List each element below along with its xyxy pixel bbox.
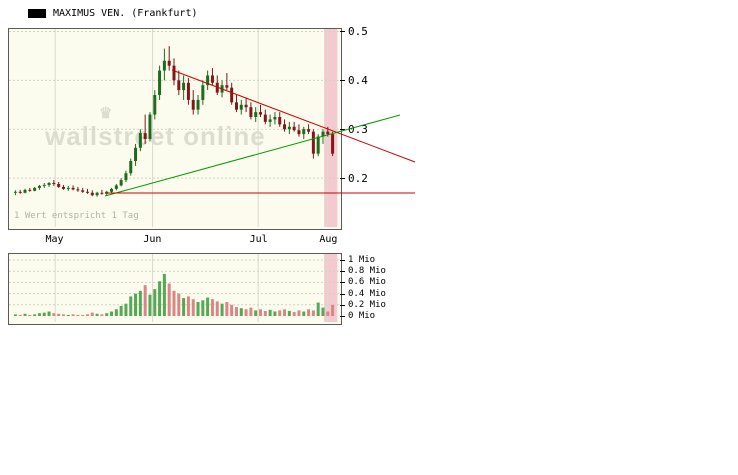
price-axis-tick <box>340 31 345 33</box>
month-axis-label: Aug <box>319 234 338 245</box>
month-axis-label: Jun <box>143 234 162 245</box>
volume-axis-tick <box>340 282 345 284</box>
legend-color-swatch <box>28 9 46 18</box>
instrument-title: MAXIMUS VEN. (Frankfurt) <box>53 8 198 19</box>
volume-axis-tick <box>340 260 345 261</box>
volume-axis-tick <box>340 293 345 295</box>
candlestick-chart <box>9 29 339 227</box>
volume-axis-label: 0.6 Mio <box>348 277 386 288</box>
price-axis-label: 0.5 <box>348 25 368 39</box>
price-axis-tick <box>340 178 345 180</box>
month-axis-label: Jul <box>249 234 268 245</box>
volume-axis-label: 0 Mio <box>348 311 376 321</box>
scale-footnote: 1 Wert entspricht 1 Tag <box>14 211 139 221</box>
month-axis-label: May <box>45 234 64 245</box>
volume-axis-tick <box>340 304 345 306</box>
volume-chart-panel <box>8 253 342 325</box>
price-axis-label: 0.4 <box>348 74 368 88</box>
price-chart-panel: ♛ wallstreet online 1 Wert entspricht 1 … <box>8 28 342 230</box>
volume-axis-label: 0.4 Mio <box>348 288 386 299</box>
volume-axis-tick <box>340 271 345 273</box>
volume-axis-tick <box>340 316 345 317</box>
price-axis-tick <box>340 129 345 131</box>
price-axis-label: 0.2 <box>348 172 368 186</box>
price-axis-label: 0.3 <box>348 123 368 137</box>
chart-legend: MAXIMUS VEN. (Frankfurt) <box>28 8 198 19</box>
price-axis-tick <box>340 80 345 82</box>
volume-axis-label: 0.8 Mio <box>348 266 386 277</box>
volume-bars-chart <box>9 254 339 322</box>
volume-axis-label: 0.2 Mio <box>348 299 386 310</box>
volume-axis-label: 1 Mio <box>348 255 376 265</box>
